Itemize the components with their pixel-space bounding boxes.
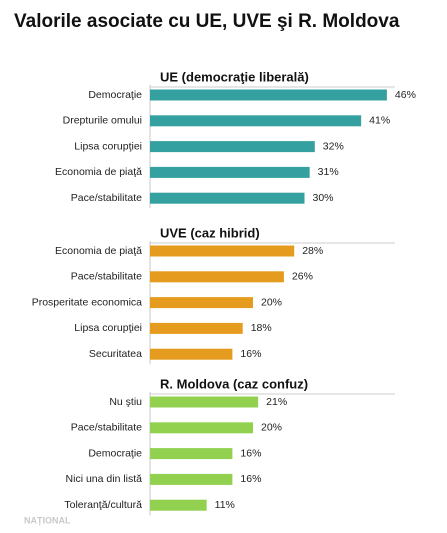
category-label: Pace/stabilitate (71, 192, 142, 204)
value-label: 28% (302, 245, 323, 257)
category-label: Democraţie (88, 89, 142, 101)
panel-title: UE (democraţie liberală) (160, 69, 309, 84)
category-label: Toleranţă/cultură (64, 499, 142, 511)
value-label: 31% (318, 166, 339, 178)
category-label: Democraţie (88, 447, 142, 459)
bar (150, 297, 253, 309)
category-label: Economia de piaţă (55, 166, 142, 178)
bar (150, 422, 253, 434)
chart-title: Valorile asociate cu UE, UVE şi R. Moldo… (14, 11, 400, 32)
bar (150, 192, 305, 204)
bar (150, 271, 284, 283)
value-label: 20% (261, 296, 282, 308)
value-label: 16% (240, 473, 261, 485)
category-label: Securitatea (89, 348, 142, 360)
category-label: Lipsa corupţiei (74, 140, 142, 152)
bar (150, 166, 310, 178)
panel-title: R. Moldova (caz confuz) (160, 376, 308, 391)
category-label: Economia de piaţă (55, 245, 142, 257)
category-label: Nu ştiu (109, 396, 142, 408)
value-label: 26% (292, 271, 313, 283)
bar (150, 322, 243, 334)
bar (150, 245, 295, 257)
bar (150, 115, 362, 127)
category-label: Nici una din listă (66, 473, 143, 485)
panel-title: UVE (caz hibrid) (160, 225, 260, 240)
value-label: 41% (369, 115, 390, 127)
bar (150, 396, 259, 408)
bar (150, 473, 233, 485)
value-label: 46% (395, 89, 416, 101)
value-label: 18% (251, 322, 272, 334)
value-label: 20% (261, 422, 282, 434)
bar (150, 499, 207, 511)
value-label: 16% (240, 447, 261, 459)
value-label: 11% (215, 499, 235, 511)
category-label: Pace/stabilitate (71, 271, 142, 283)
bar (150, 89, 387, 101)
value-label: 21% (266, 396, 287, 408)
bar (150, 348, 233, 360)
category-label: Drepturile omului (63, 115, 142, 127)
value-label: 16% (240, 348, 261, 360)
value-label: 32% (323, 140, 344, 152)
category-label: Prosperitate economica (32, 296, 142, 308)
bar (150, 448, 233, 460)
category-label: Lipsa corupţiei (74, 322, 142, 334)
value-label: 30% (313, 192, 334, 204)
watermark: NAȚIONAL (24, 515, 71, 525)
bar (150, 141, 315, 153)
category-label: Pace/stabilitate (71, 422, 142, 434)
